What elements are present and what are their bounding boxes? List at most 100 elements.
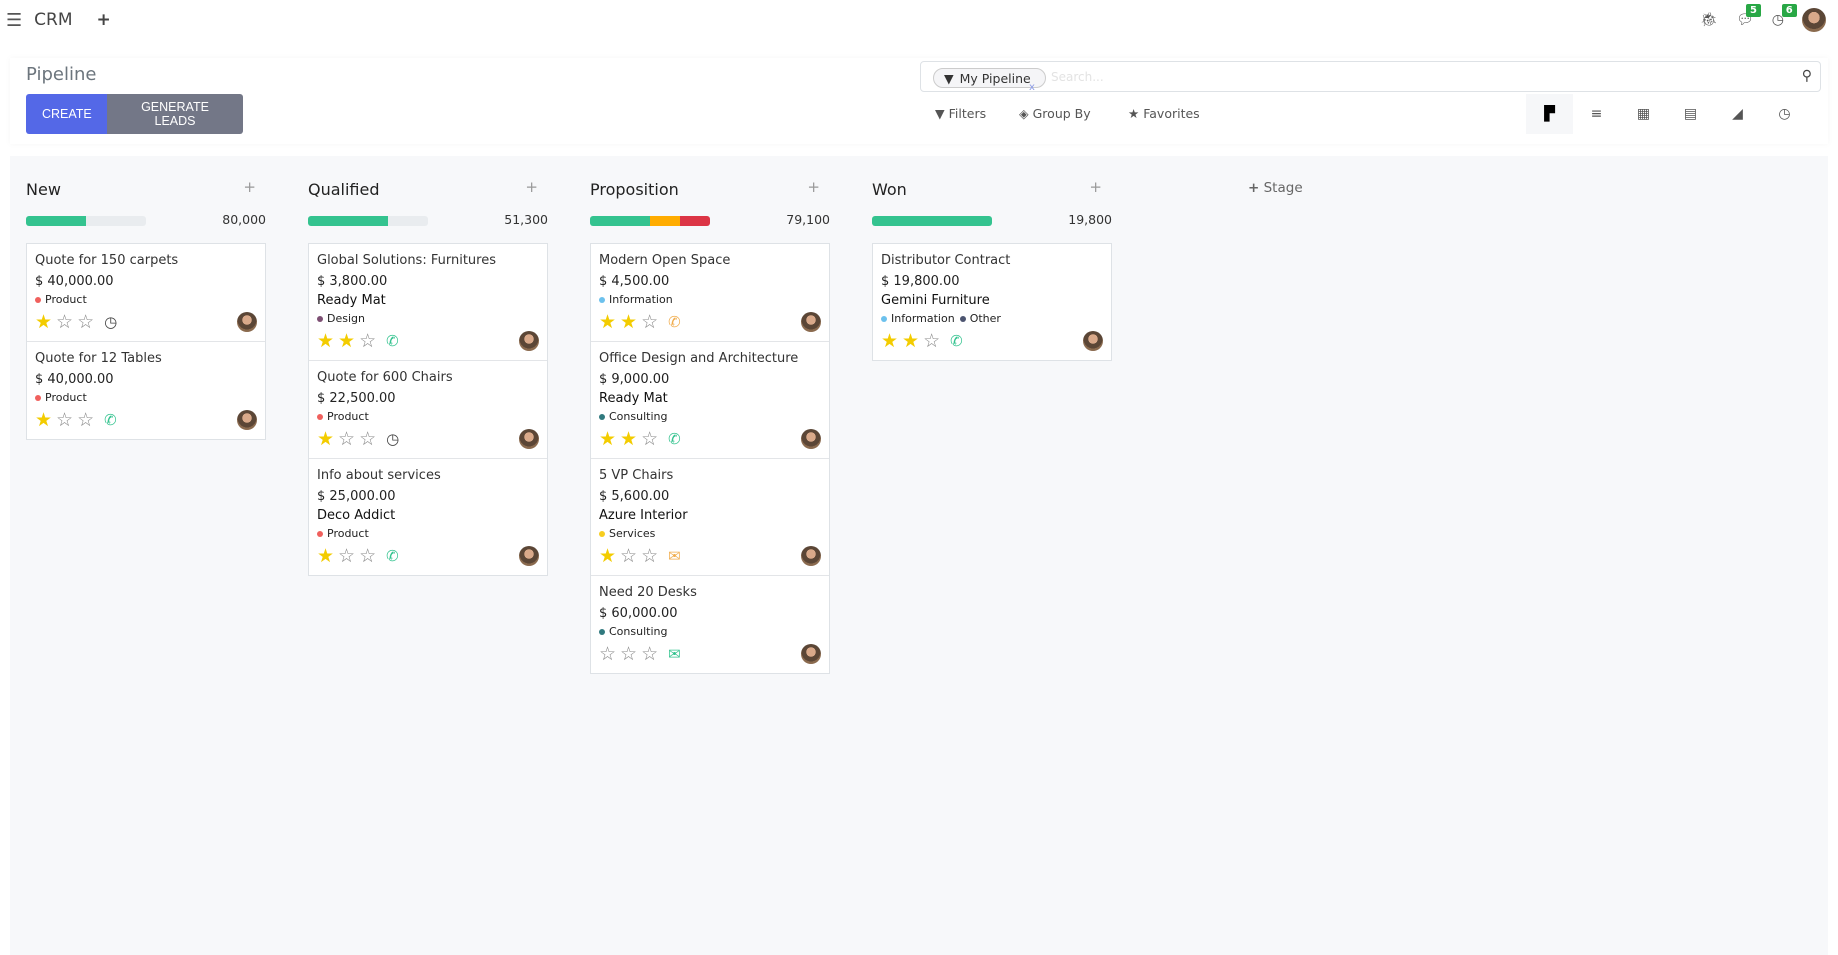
favorites-button[interactable]: ★ Favorites (1128, 106, 1200, 121)
app-name[interactable]: CRM (34, 10, 73, 30)
column-title[interactable]: Qualified + (308, 178, 548, 199)
phone-icon[interactable]: ✆ (668, 430, 681, 448)
priority-star-icon[interactable]: ★ (35, 310, 53, 333)
priority-star-icon[interactable]: ★ (317, 427, 335, 450)
column-progress-bar[interactable] (308, 216, 428, 226)
priority-star-icon[interactable]: ★ (317, 329, 335, 352)
column-title[interactable]: New + (26, 178, 266, 199)
priority-star-icon[interactable]: ☆ (923, 329, 941, 352)
priority-star-icon[interactable]: ☆ (359, 427, 377, 450)
lead-card[interactable]: Quote for 12 Tables $ 40,000.00 Product ★ ☆… (27, 342, 265, 439)
progress-segment[interactable] (590, 216, 650, 226)
phone-icon[interactable]: ✆ (950, 332, 963, 350)
priority-star-icon[interactable]: ☆ (620, 642, 638, 665)
phone-icon[interactable]: ✆ (104, 411, 117, 429)
phone-icon[interactable]: ✆ (386, 332, 399, 350)
group-by-label: Group By (1032, 106, 1091, 121)
column-progress-bar[interactable] (872, 216, 992, 226)
phone-icon[interactable]: ✆ (668, 313, 681, 331)
priority-star-icon[interactable]: ☆ (599, 642, 617, 665)
envelope-icon[interactable]: ✉ (668, 645, 681, 663)
priority-star-icon[interactable]: ☆ (56, 310, 74, 333)
tag-label: Product (45, 391, 87, 404)
menu-icon[interactable]: ☰ (6, 9, 23, 31)
search-facet[interactable]: ▼ My Pipeline (933, 68, 1046, 88)
priority-star-icon[interactable]: ★ (881, 329, 899, 352)
priority-star-icon[interactable]: ☆ (338, 544, 356, 567)
create-button[interactable]: CREATE (26, 94, 107, 134)
user-avatar[interactable] (1802, 8, 1826, 32)
priority-star-icon[interactable]: ☆ (338, 427, 356, 450)
filters-button[interactable]: ▼ Filters (935, 106, 986, 121)
progress-segment[interactable] (650, 216, 680, 226)
priority-star-icon[interactable]: ☆ (359, 544, 377, 567)
priority-star-icon[interactable]: ★ (35, 408, 53, 431)
progress-segment[interactable] (872, 216, 992, 226)
priority-star-icon[interactable]: ★ (620, 427, 638, 450)
add-stage-button[interactable]: + Stage (1248, 180, 1303, 196)
lead-card[interactable]: Need 20 Desks $ 60,000.00 Consulting ☆ ☆ ☆ ✉ (591, 576, 829, 673)
priority-star-icon[interactable]: ☆ (77, 408, 95, 431)
tag-label: Product (327, 410, 369, 423)
priority-star-icon[interactable]: ★ (599, 427, 617, 450)
priority-star-icon[interactable]: ★ (599, 544, 617, 567)
priority-star-icon[interactable]: ★ (599, 310, 617, 333)
salesperson-avatar (519, 546, 539, 566)
lead-card[interactable]: Info about services $ 25,000.00 Deco Addi… (309, 459, 547, 575)
priority-star-icon[interactable]: ★ (620, 310, 638, 333)
lead-card[interactable]: Quote for 600 Chairs $ 22,500.00 Product ★… (309, 361, 547, 459)
column-progress-bar[interactable] (26, 216, 146, 226)
progress-segment[interactable] (26, 216, 86, 226)
lead-title: Modern Open Space (599, 253, 731, 268)
quick-add-icon[interactable]: + (1089, 178, 1102, 196)
progress-segment[interactable] (308, 216, 389, 226)
priority-star-icon[interactable]: ☆ (77, 310, 95, 333)
priority-star-icon[interactable]: ☆ (620, 544, 638, 567)
tag: Product (317, 410, 369, 423)
priority-star-icon[interactable]: ☆ (641, 427, 659, 450)
quick-add-icon[interactable]: + (807, 178, 820, 196)
lead-card[interactable]: Office Design and Architecture $ 9,000.0… (591, 342, 829, 459)
phone-icon[interactable]: ✆ (386, 547, 399, 565)
pivot-view-icon[interactable]: ▤ (1683, 106, 1698, 122)
clock-icon[interactable]: ◷ (386, 430, 400, 448)
group-by-button[interactable]: ◈ Group By (1019, 106, 1091, 121)
lead-card[interactable]: 5 VP Chairs $ 5,600.00 Azure Interior Serv… (591, 459, 829, 576)
priority-star-icon[interactable]: ☆ (641, 310, 659, 333)
priority-star-icon[interactable]: ☆ (641, 642, 659, 665)
column-title[interactable]: Proposition + (590, 178, 830, 199)
activities-clock-icon[interactable]: ◷ 6 (1772, 4, 1797, 28)
activity-view-icon[interactable]: ◷ (1778, 106, 1791, 122)
priority-star-icon[interactable]: ☆ (56, 408, 74, 431)
messages-icon[interactable]: 💬︎ 5 (1736, 4, 1761, 28)
quick-create-icon[interactable]: + (96, 10, 111, 30)
priority-star-icon[interactable]: ★ (902, 329, 920, 352)
lead-title: Office Design and Architecture (599, 351, 799, 366)
search-bar[interactable]: ▼ My Pipeline x Search... ⚲ (920, 61, 1821, 93)
column-title[interactable]: Won + (872, 178, 1112, 199)
graph-view-icon[interactable]: ◢ (1732, 106, 1743, 122)
priority-star-icon[interactable]: ★ (317, 544, 335, 567)
search-icon[interactable]: ⚲ (1801, 68, 1812, 84)
search-input[interactable]: Search... (1051, 70, 1104, 84)
quick-add-icon[interactable]: + (525, 178, 538, 196)
priority-star-icon[interactable]: ☆ (641, 544, 659, 567)
column-progress-bar[interactable] (590, 216, 710, 226)
remove-facet-icon[interactable]: x (1029, 82, 1035, 93)
envelope-icon[interactable]: ✉ (668, 547, 681, 565)
kanban-view-icon[interactable]: ▛ (1526, 94, 1573, 134)
progress-segment[interactable] (680, 216, 710, 226)
debug-bug-icon[interactable]: 🐞︎ (1700, 12, 1718, 28)
lead-card[interactable]: Quote for 150 carpets $ 40,000.00 Product… (27, 244, 265, 342)
generate-leads-button[interactable]: GENERATE LEADS (107, 94, 243, 134)
lead-title: Global Solutions: Furnitures (317, 253, 496, 268)
priority-star-icon[interactable]: ☆ (359, 329, 377, 352)
lead-card[interactable]: Distributor Contract $ 19,800.00 Gemini F… (873, 244, 1111, 360)
quick-add-icon[interactable]: + (243, 178, 256, 196)
lead-card[interactable]: Modern Open Space $ 4,500.00 Information ★… (591, 244, 829, 342)
lead-card[interactable]: Global Solutions: Furnitures $ 3,800.00 R… (309, 244, 547, 361)
calendar-view-icon[interactable]: ▦ (1636, 106, 1651, 122)
priority-star-icon[interactable]: ★ (338, 329, 356, 352)
list-view-icon[interactable]: ≡ (1590, 106, 1603, 122)
clock-icon[interactable]: ◷ (104, 313, 118, 331)
